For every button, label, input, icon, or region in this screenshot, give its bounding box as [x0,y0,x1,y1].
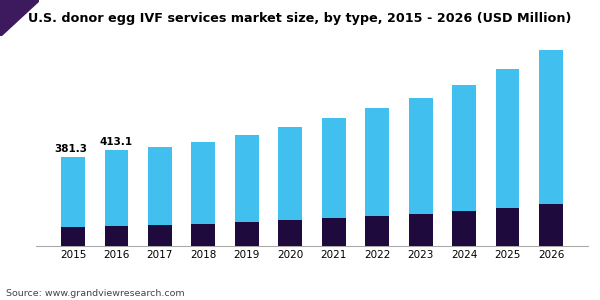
Bar [278,127,302,220]
Bar [452,211,476,246]
Bar [104,226,128,246]
Bar [452,85,476,211]
Bar [409,214,433,246]
Bar [365,108,389,216]
Text: Source: www.grandviewresearch.com: Source: www.grandviewresearch.com [6,290,185,298]
Bar [539,203,563,246]
Bar [191,224,215,246]
Text: U.S. donor egg IVF services market size, by type, 2015 - 2026 (USD Million): U.S. donor egg IVF services market size,… [28,12,572,25]
Polygon shape [0,0,39,36]
Bar [496,69,520,208]
Bar [148,147,172,226]
Bar [278,220,302,246]
Text: 381.3: 381.3 [55,144,88,154]
Bar [322,118,346,218]
Text: 413.1: 413.1 [99,137,132,147]
Bar [191,142,215,224]
Bar [539,50,563,203]
Bar [235,222,259,246]
Bar [235,135,259,222]
Bar [322,218,346,246]
Bar [61,227,85,246]
Bar [409,98,433,214]
Bar [365,216,389,246]
Bar [61,157,85,227]
Bar [104,150,128,226]
Bar [148,226,172,246]
Bar [496,208,520,246]
